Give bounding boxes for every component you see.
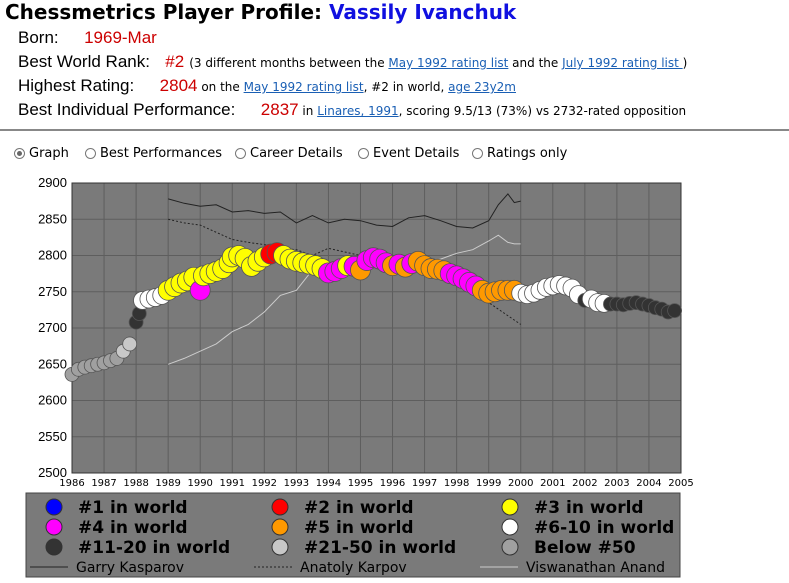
legend-marker [271,498,289,516]
x-tick-label: 1992 [252,478,277,489]
x-tick-label: 1988 [123,478,148,489]
radio-ratings-only[interactable]: Ratings only [472,146,567,161]
y-tick-label: 2800 [38,248,67,263]
x-tick-label: 1996 [380,478,405,489]
x-tick-label: 1994 [316,478,341,489]
page-title: Chessmetrics Player Profile: Vassily Iva… [5,0,517,24]
radio-career-details-label: Career Details [250,146,343,161]
legend-label: #1 in world [78,498,188,518]
legend-label: #3 in world [534,498,644,518]
best-performance-value: 2837 [260,100,299,119]
may-1992-link-2[interactable]: May 1992 rating list [243,80,364,94]
best-performance-label: Best Individual Performance: [18,100,236,119]
highest-rating-label: Highest Rating: [18,76,135,95]
x-tick-label: 2000 [508,478,533,489]
radio-best-performances[interactable]: Best Performances [85,146,222,161]
y-tick-label: 2700 [38,320,67,335]
legend-label: #5 in world [304,518,414,538]
legend-label: Below #50 [534,538,636,558]
radio-graph[interactable]: Graph [14,146,69,161]
radio-graph-dot[interactable] [14,148,25,159]
radio-ratings-only-dot[interactable] [472,148,483,159]
best-rank-row: Best World Rank: #2 (3 different months … [18,52,687,72]
linares-link[interactable]: Linares, 1991 [317,104,399,118]
x-tick-label: 2001 [540,478,565,489]
best-performance-row: Best Individual Performance: 2837 in Lin… [18,100,686,120]
age-link[interactable]: age 23y2m [448,80,516,94]
best-rank-label: Best World Rank: [18,52,150,71]
radio-best-performances-label: Best Performances [100,146,223,161]
perf-text-2: , scoring 9.5/13 (73%) vs 2732-rated opp… [398,104,687,118]
x-tick-label: 2003 [604,478,629,489]
x-tick-label: 2002 [572,478,597,489]
y-tick-label: 2750 [38,284,67,299]
plot-border [71,182,682,474]
legend-label: #11-20 in world [78,538,230,558]
born-value: 1969-Mar [84,28,157,47]
x-tick-label: 1991 [220,478,245,489]
perf-text-1: in [298,104,318,118]
ivanchuk-point [667,303,682,319]
high-text-2: , #2 in world, [363,80,449,94]
legend-line-label: Garry Kasparov [76,560,184,576]
born-label: Born: [18,28,59,47]
y-tick-label: 2850 [38,211,67,226]
rank-text-3: ) [682,56,688,70]
legend-marker [501,498,519,516]
x-tick-label: 1989 [155,478,180,489]
x-tick-label: 1987 [91,478,116,489]
x-tick-label: 1986 [59,478,84,489]
legend-label: #2 in world [304,498,414,518]
divider [0,129,789,131]
legend-marker [501,518,519,536]
highest-rating-value: 2804 [159,76,198,95]
best-rank-value: #2 [165,52,185,71]
y-tick-label: 2550 [38,429,67,444]
legend-marker [45,498,63,516]
radio-ratings-only-label: Ratings only [487,146,568,161]
rank-text-2: and the [508,56,563,70]
x-tick-label: 1990 [187,478,212,489]
x-tick-label: 1998 [444,478,469,489]
y-tick-label: 2900 [38,175,67,190]
high-text-1: on the [197,80,244,94]
radio-graph-label: Graph [29,146,69,161]
kasparov-line [168,193,521,229]
legend-line-label: Viswanathan Anand [526,560,665,576]
ivanchuk-point [122,336,138,352]
player-name: Vassily Ivanchuk [328,0,517,24]
x-tick-label: 2005 [668,478,693,489]
radio-event-details[interactable]: Event Details [358,146,459,161]
x-tick-label: 1999 [476,478,501,489]
legend-box [25,492,681,578]
y-tick-label: 2650 [38,356,67,371]
legend-label: #21-50 in world [304,538,456,558]
radio-best-performances-dot[interactable] [85,148,96,159]
radio-event-details-label: Event Details [373,146,460,161]
born-row: Born: 1969-Mar [18,28,157,48]
x-tick-label: 1993 [284,478,309,489]
radio-career-details[interactable]: Career Details [235,146,343,161]
y-tick-label: 2500 [38,465,67,480]
radio-career-details-dot[interactable] [235,148,246,159]
legend-marker [271,538,289,556]
legend-marker [45,538,63,556]
legend-line-label: Anatoly Karpov [300,560,407,576]
legend-label: #6-10 in world [534,518,674,538]
x-tick-label: 2004 [636,478,661,489]
legend-marker [501,538,519,556]
y-tick-label: 2600 [38,393,67,408]
july-1992-link[interactable]: July 1992 rating list [562,56,683,70]
may-1992-link[interactable]: May 1992 rating list [388,56,509,70]
x-tick-label: 1997 [412,478,437,489]
rank-text-1: (3 different months between the [189,56,389,70]
highest-rating-row: Highest Rating: 2804 on the May 1992 rat… [18,76,516,96]
radio-event-details-dot[interactable] [358,148,369,159]
x-tick-label: 1995 [348,478,373,489]
legend-marker [45,518,63,536]
legend-label: #4 in world [78,518,188,538]
legend-marker [271,518,289,536]
